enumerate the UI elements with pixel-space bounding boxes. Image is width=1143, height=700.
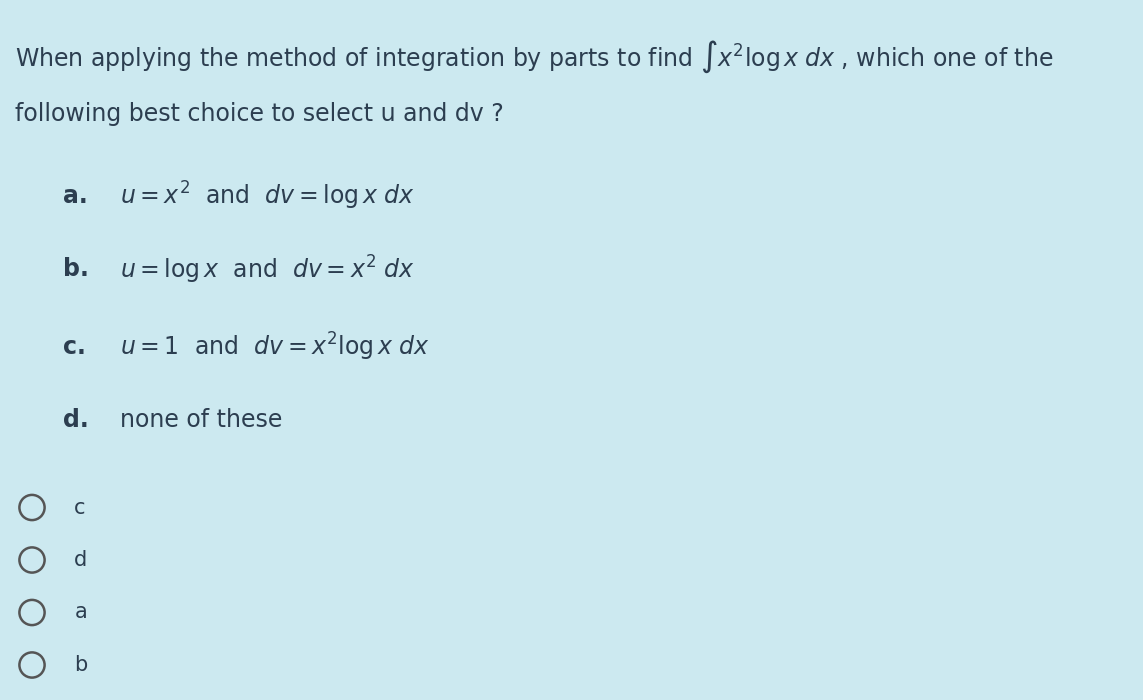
Text: b.: b. (63, 258, 89, 281)
Text: c: c (74, 498, 86, 517)
Text: When applying the method of integration by parts to find $\int x^2 \log x\; dx$ : When applying the method of integration … (15, 38, 1053, 75)
Text: d: d (74, 550, 88, 570)
Text: c.: c. (63, 335, 86, 358)
Text: $u = 1$  and  $dv = x^2 \log x\; dx$: $u = 1$ and $dv = x^2 \log x\; dx$ (120, 330, 430, 363)
Text: b: b (74, 655, 88, 675)
Text: a: a (74, 603, 87, 622)
Text: a.: a. (63, 184, 88, 208)
Text: d.: d. (63, 408, 89, 432)
Text: $u = \log x$  and  $dv = x^2\; dx$: $u = \log x$ and $dv = x^2\; dx$ (120, 253, 414, 286)
Text: following best choice to select u and dv ?: following best choice to select u and dv… (15, 102, 504, 125)
Text: $u = x^2$  and  $dv = \log x\; dx$: $u = x^2$ and $dv = \log x\; dx$ (120, 180, 414, 212)
Text: none of these: none of these (120, 408, 282, 432)
